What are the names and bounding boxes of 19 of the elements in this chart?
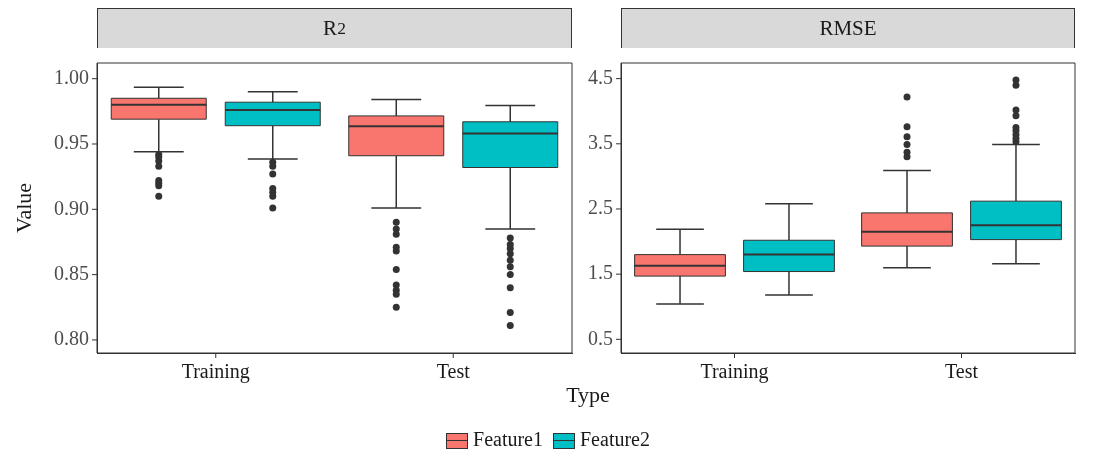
legend-label: Feature1 (473, 428, 543, 451)
y-tick-label: 0.80 (54, 327, 89, 350)
x-tick-label: Training (700, 360, 769, 384)
y-tick-label: 0.90 (54, 196, 89, 219)
chart-title: RMSE (621, 8, 1075, 48)
y-axis-title: Value (10, 182, 36, 234)
y-tick-label: 1.5 (588, 261, 613, 284)
x-tick-label: Test (944, 360, 979, 383)
legend-label: Feature2 (580, 428, 650, 451)
y-tick-label: 4.5 (588, 65, 613, 88)
y-tick-label: 0.95 (54, 131, 89, 154)
x-tick-label: Test (436, 360, 471, 383)
y-tick-label: 0.5 (588, 326, 613, 349)
x-tick-label: Training (181, 360, 250, 384)
y-tick-label: 1.00 (54, 65, 89, 88)
x-axis-title: Type (565, 382, 611, 408)
y-tick-label: 0.85 (54, 261, 89, 284)
y-tick-label: 3.5 (588, 131, 613, 154)
y-tick-label: 2.5 (588, 196, 613, 219)
